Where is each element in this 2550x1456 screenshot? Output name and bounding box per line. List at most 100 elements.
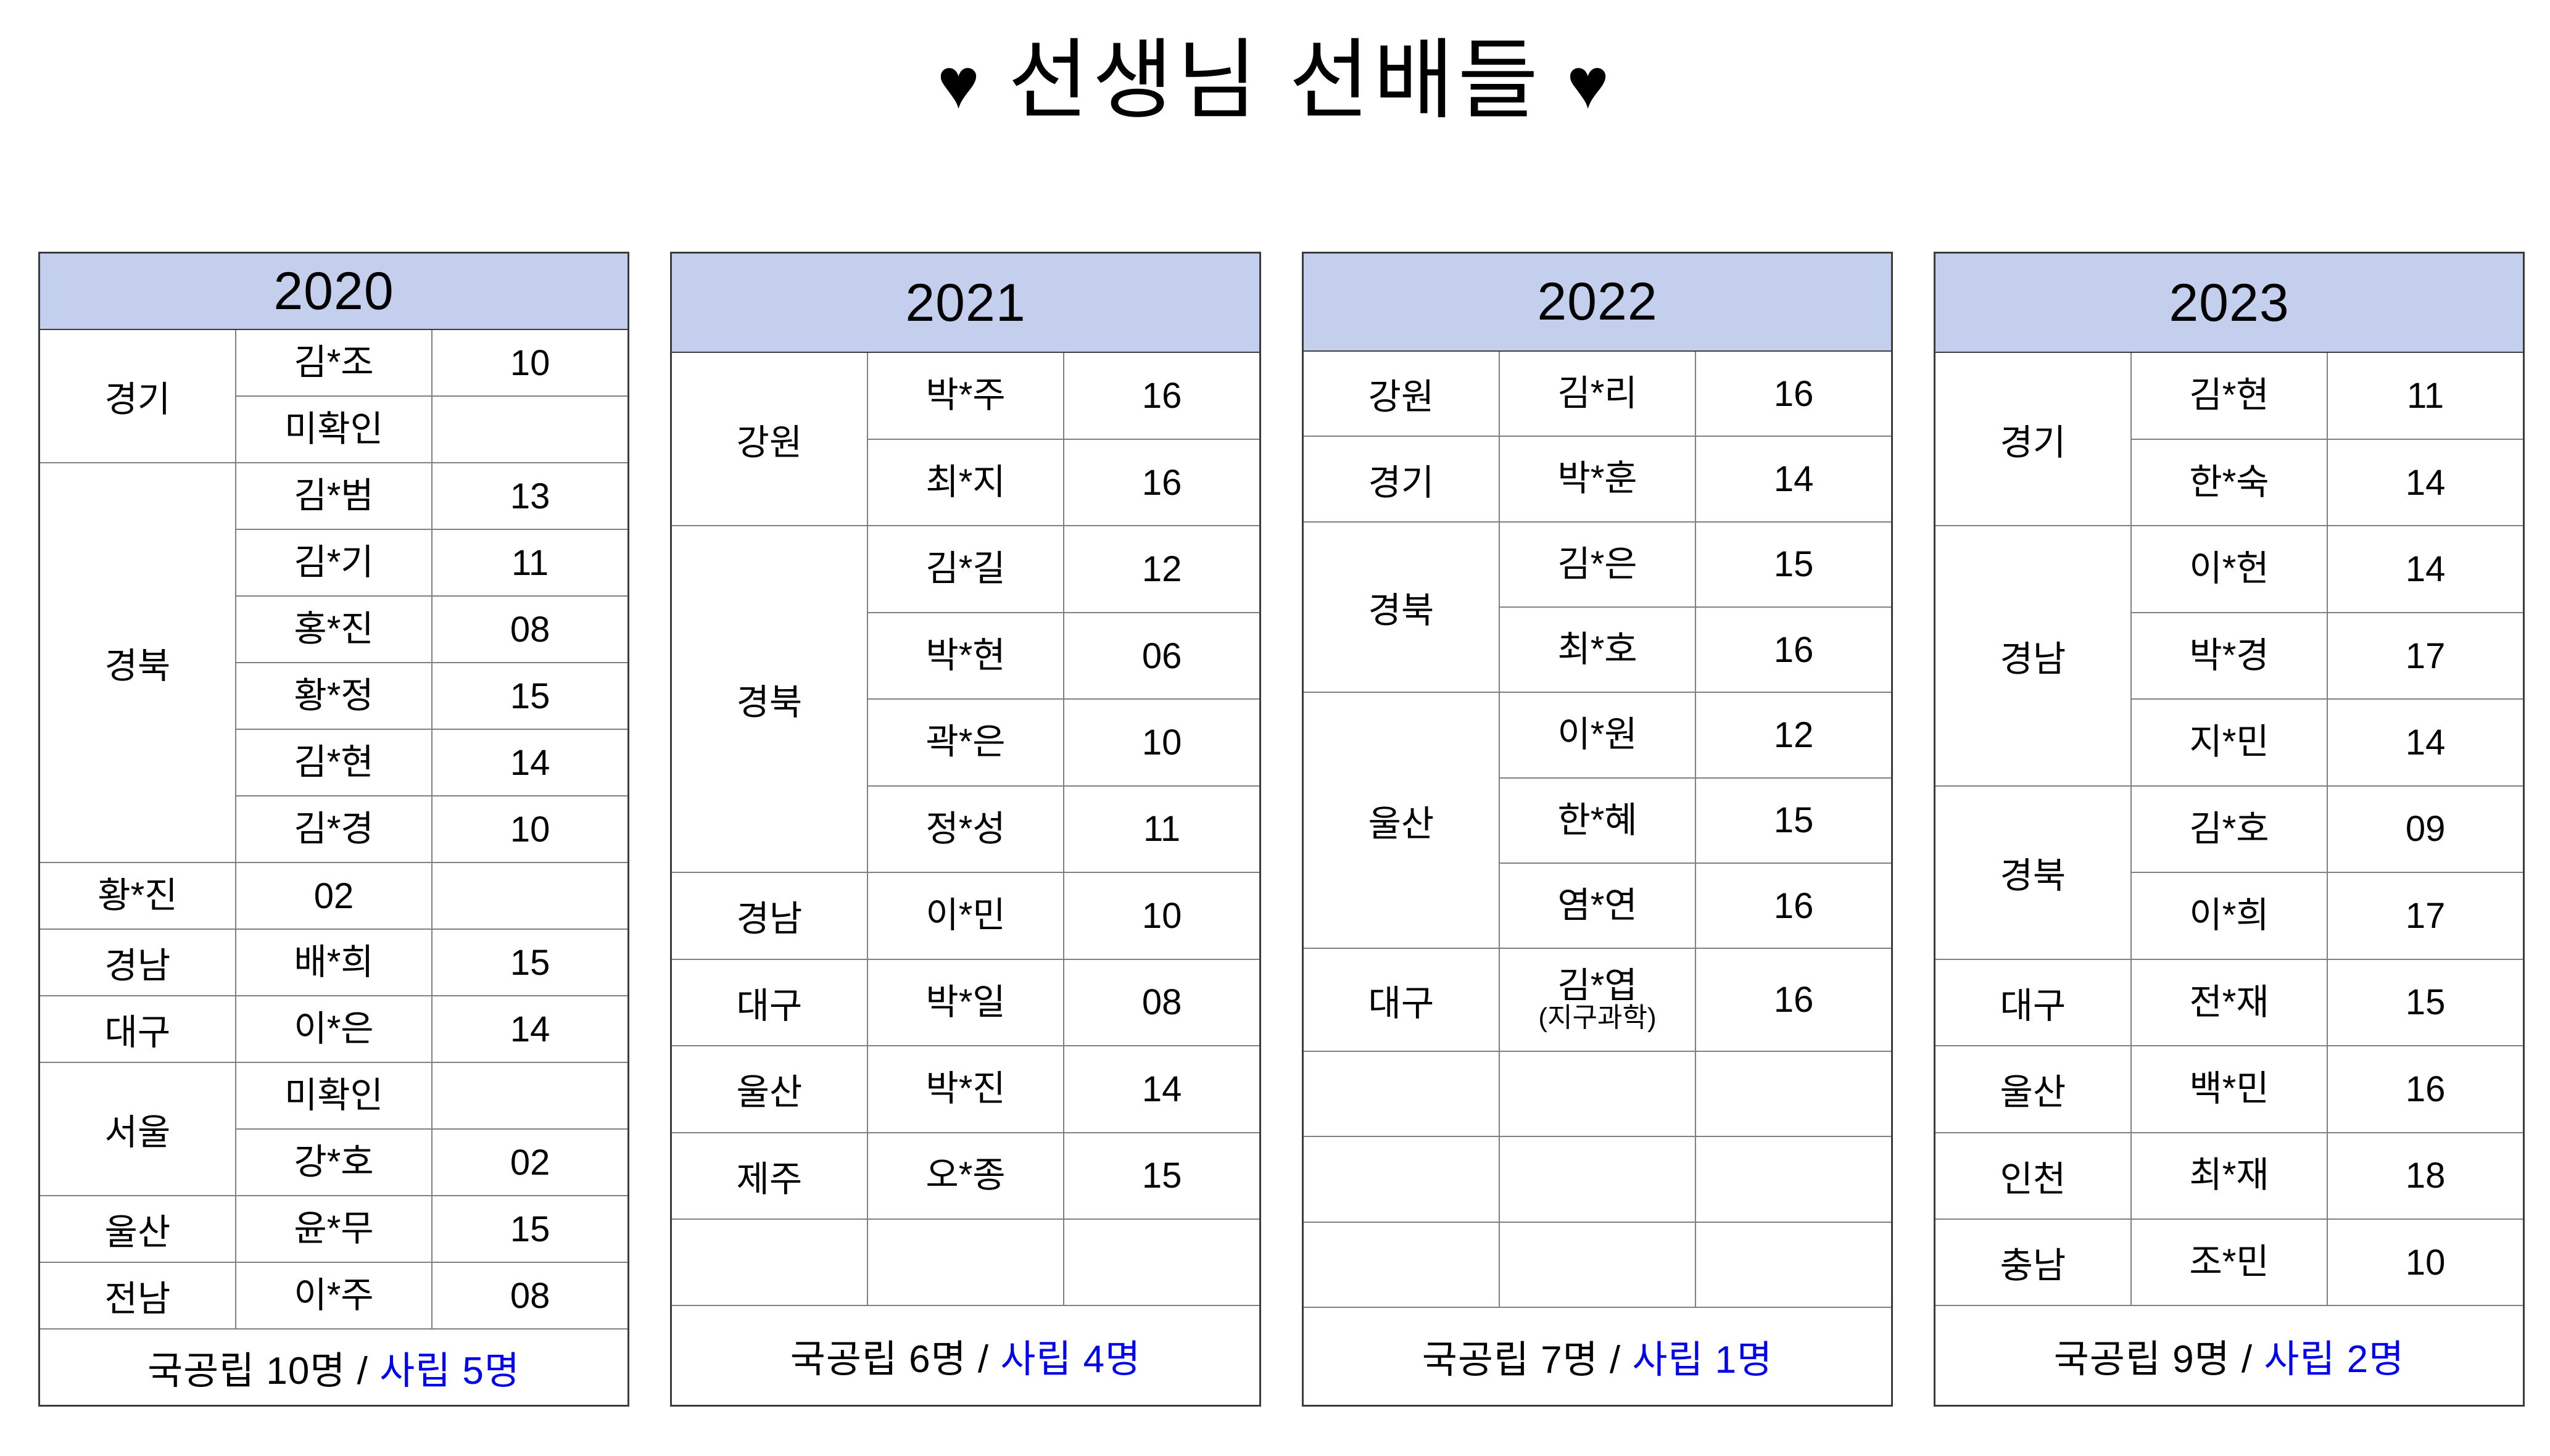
name-cell: 강*호: [234, 1128, 433, 1196]
table-row: 홍*진 08: [39, 595, 629, 663]
region-cell: 제주: [670, 1131, 868, 1220]
summary-cell: 국공립 7명 / 사립 1명: [1302, 1306, 1893, 1407]
year-table-2022: 2022 강원 김*리 16 경기 박*훈 14 경북 김*은 15 최*호 16 울산 이*원 12 한*혜…: [1302, 252, 1893, 1407]
table-row: 황*진 02: [38, 862, 629, 930]
name-cell: 김*경: [234, 795, 433, 863]
name-cell: 황*진: [38, 862, 236, 930]
name-cell: 김*조: [234, 329, 433, 397]
name-cell: 한*숙: [2130, 438, 2329, 527]
table-row: 충남 조*민 10: [1934, 1218, 2525, 1307]
number-cell: 15: [1695, 777, 1893, 864]
table-row: 경북 김*호 09: [1934, 785, 2525, 960]
summary-separator: /: [357, 1350, 380, 1392]
name-cell: 박*훈: [1498, 436, 1697, 523]
number-cell: 16: [1695, 862, 1893, 949]
name-cell: 곽*은: [866, 698, 1065, 787]
table-row: 대구 김*엽 (지구과학) 16: [1302, 948, 1893, 1052]
number-cell: 15: [431, 1195, 629, 1263]
public-count-label: 국공립 10명: [147, 1350, 346, 1392]
name-cell: 정*성: [866, 785, 1065, 874]
region-cell: 강원: [670, 352, 868, 527]
table-row: 미확인: [39, 395, 629, 463]
number-cell: 17: [2327, 872, 2525, 960]
name-cell: 최*재: [2130, 1131, 2329, 1220]
name-cell: 최*호: [1498, 606, 1697, 693]
table-row: 제주 오*종 15: [670, 1131, 1261, 1220]
region-cell: 울산: [38, 1195, 236, 1263]
name-cell: 이*민: [866, 872, 1065, 960]
region-cell: [1302, 1136, 1500, 1223]
number-cell: 15: [1695, 521, 1893, 608]
number-cell: 11: [1063, 785, 1261, 874]
number-cell: 15: [2327, 958, 2525, 1047]
name-primary: 김*엽: [1557, 966, 1637, 1006]
number-cell: [1695, 1221, 1893, 1308]
table-row: 경남 이*헌 14: [1934, 525, 2525, 787]
private-count-label: 사립 1명: [1632, 1339, 1773, 1382]
number-cell: 16: [1695, 606, 1893, 693]
table-row: 강*호 02: [39, 1128, 629, 1196]
region-cell: 경기: [1302, 436, 1500, 523]
table-row: [670, 1218, 1261, 1307]
table-row: 경기 박*훈 14: [1302, 436, 1893, 523]
summary-separator: /: [977, 1338, 1001, 1381]
table-row: 정*성 11: [671, 785, 1261, 874]
name-cell: 미확인: [234, 395, 433, 463]
name-cell: 윤*무: [234, 1195, 433, 1263]
region-cell: 경남: [1934, 525, 2132, 787]
heart-left-icon: ♥: [937, 43, 983, 123]
table-row: 경북 김*길 12: [670, 525, 1261, 874]
number-cell: 15: [431, 662, 629, 730]
heart-right-icon: ♥: [1567, 43, 1613, 123]
name-cell: 김*현: [2130, 352, 2329, 440]
name-cell: 조*민: [2130, 1218, 2329, 1307]
summary-row: 국공립 9명 / 사립 2명: [1934, 1305, 2525, 1407]
table-row: 강원 박*주 16: [670, 352, 1261, 527]
region-cell: 경기: [1934, 352, 2132, 527]
region-cell: 경남: [38, 929, 236, 996]
number-cell: 11: [431, 529, 629, 597]
table-row: 대구 박*일 08: [670, 958, 1261, 1047]
private-count-label: 사립 2명: [2264, 1338, 2405, 1381]
number-cell: 14: [2327, 525, 2525, 613]
number-cell: 10: [431, 329, 629, 397]
table-row: 경기 김*현 11: [1934, 352, 2525, 527]
table-row: 곽*은 10: [671, 698, 1261, 787]
number-cell: 15: [431, 929, 629, 996]
name-cell: 박*경: [2130, 611, 2329, 700]
summary-row: 국공립 7명 / 사립 1명: [1302, 1306, 1893, 1407]
table-row: 대구 전*재 15: [1934, 958, 2525, 1047]
table-row: 이*희 17: [1935, 872, 2525, 960]
number-cell: 08: [1063, 958, 1261, 1047]
number-cell: 10: [431, 795, 629, 863]
name-cell: 김*현: [234, 729, 433, 796]
year-table-2021: 2021 강원 박*주 16 최*지 16 경북 김*길 12 박*현 06 곽*은 10 정*성 11 경남…: [670, 252, 1261, 1407]
name-cell: 황*정: [234, 662, 433, 730]
number-cell: 14: [431, 729, 629, 796]
region-cell: 전남: [38, 1262, 236, 1330]
number-cell: 18: [2327, 1131, 2525, 1220]
table-row: 한*숙 14: [1935, 438, 2525, 527]
number-cell: 16: [1695, 350, 1893, 437]
table-row: [1302, 1221, 1893, 1308]
table-row: 울산 백*민 16: [1934, 1045, 2525, 1133]
name-cell: 최*지: [866, 438, 1065, 527]
year-header-row: 2020: [38, 252, 629, 330]
number-cell: 14: [1063, 1045, 1261, 1133]
name-subject-note: (지구과학): [1538, 1003, 1657, 1033]
name-cell: 김*길: [866, 525, 1065, 613]
table-row: 박*현 06: [671, 611, 1261, 700]
table-row: 전남 이*주 08: [38, 1262, 629, 1330]
page-title-text: 선생님 선배들: [1008, 31, 1542, 130]
year-header-row: 2022: [1302, 252, 1893, 352]
region-cell: 대구: [38, 995, 236, 1063]
region-cell: 서울: [38, 1062, 236, 1196]
name-cell: 이*은: [234, 995, 433, 1063]
table-row: 울산 박*진 14: [670, 1045, 1261, 1133]
name-cell: 이*원: [1498, 692, 1697, 779]
name-cell: 김*엽 (지구과학): [1498, 948, 1697, 1052]
public-count-label: 국공립 7명: [1422, 1339, 1599, 1382]
region-cell: 강원: [1302, 350, 1500, 437]
region-cell: 울산: [1934, 1045, 2132, 1133]
